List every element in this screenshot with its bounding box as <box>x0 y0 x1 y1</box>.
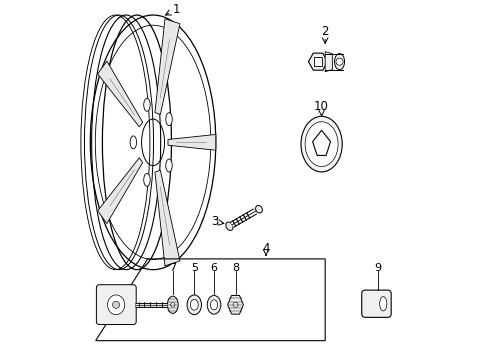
Bar <box>313 57 321 66</box>
Text: 10: 10 <box>313 100 328 113</box>
Text: 2: 2 <box>321 25 328 38</box>
Polygon shape <box>98 158 142 224</box>
FancyBboxPatch shape <box>361 290 390 318</box>
Polygon shape <box>98 61 142 127</box>
Polygon shape <box>168 134 215 150</box>
Polygon shape <box>155 19 180 114</box>
Circle shape <box>170 303 175 307</box>
Circle shape <box>112 301 120 309</box>
Ellipse shape <box>225 222 233 230</box>
Ellipse shape <box>143 98 150 111</box>
Text: 3: 3 <box>211 215 218 229</box>
Text: 9: 9 <box>373 263 380 273</box>
Ellipse shape <box>143 174 150 186</box>
Ellipse shape <box>167 296 178 314</box>
Ellipse shape <box>255 206 262 213</box>
Polygon shape <box>155 170 180 266</box>
Text: 5: 5 <box>190 263 197 273</box>
Ellipse shape <box>301 116 342 172</box>
Polygon shape <box>227 296 243 314</box>
Text: 6: 6 <box>210 263 217 273</box>
Ellipse shape <box>210 300 217 310</box>
Text: 1: 1 <box>172 3 180 16</box>
Ellipse shape <box>130 136 136 149</box>
Polygon shape <box>325 51 332 72</box>
Text: 7: 7 <box>169 263 176 273</box>
Ellipse shape <box>107 295 124 315</box>
Ellipse shape <box>165 113 172 126</box>
Ellipse shape <box>305 122 337 167</box>
Ellipse shape <box>165 159 172 172</box>
Circle shape <box>335 58 343 65</box>
Text: 4: 4 <box>262 242 269 255</box>
Text: 8: 8 <box>231 263 239 273</box>
Ellipse shape <box>187 295 201 315</box>
Ellipse shape <box>334 54 344 70</box>
Ellipse shape <box>190 300 198 310</box>
Circle shape <box>233 302 238 307</box>
Ellipse shape <box>207 296 221 314</box>
Polygon shape <box>308 53 327 70</box>
FancyBboxPatch shape <box>96 285 136 324</box>
Ellipse shape <box>379 297 386 311</box>
